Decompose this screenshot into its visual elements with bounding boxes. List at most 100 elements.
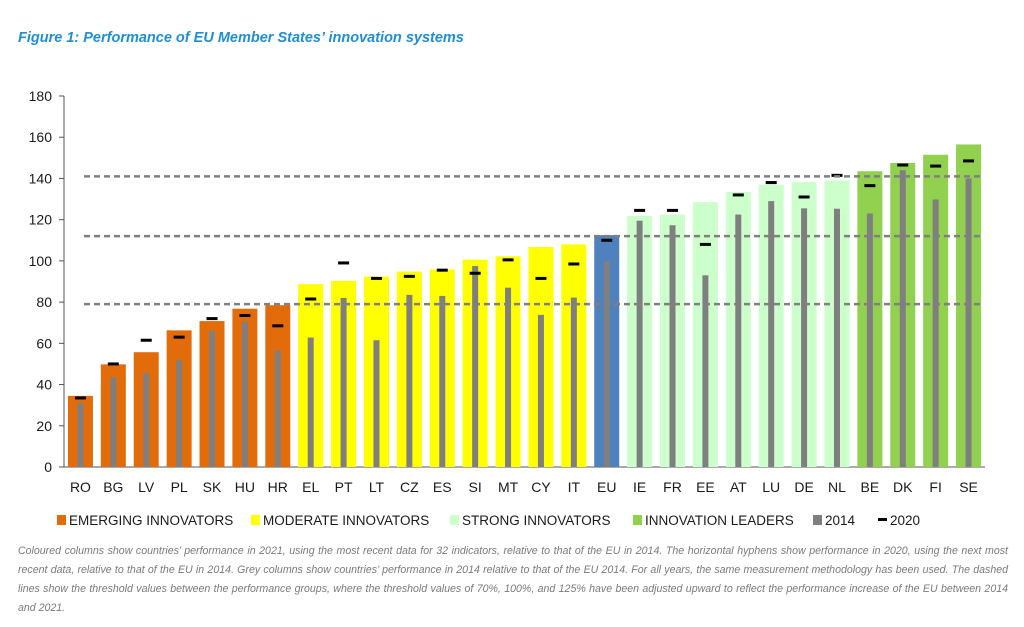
x-tick-label: IE bbox=[633, 479, 646, 495]
marker-2020-cz bbox=[403, 274, 415, 278]
marker-2020-it bbox=[568, 262, 580, 266]
x-tick-label: HR bbox=[268, 479, 288, 495]
y-tick-label: 80 bbox=[36, 294, 52, 310]
bar-2014-de bbox=[801, 208, 808, 467]
x-tick-label: LT bbox=[369, 479, 385, 495]
x-tick-label: LU bbox=[762, 479, 780, 495]
bar-2014-eu bbox=[603, 260, 610, 467]
chart-bars bbox=[67, 144, 982, 468]
marker-2020-eu bbox=[601, 238, 613, 242]
marker-2020-lv bbox=[140, 338, 152, 342]
x-tick-label: LV bbox=[138, 479, 155, 495]
bar-2014-es bbox=[439, 295, 446, 467]
y-tick-label: 160 bbox=[29, 129, 53, 145]
bar-2014-lv bbox=[143, 373, 150, 467]
x-tick-label: CZ bbox=[400, 479, 419, 495]
marker-2020-de bbox=[798, 195, 810, 199]
bar-2014-cz bbox=[406, 294, 413, 467]
legend-label-strong: STRONG INNOVATORS bbox=[462, 513, 611, 528]
legend-swatch-moderate bbox=[251, 515, 260, 525]
x-tick-label: HU bbox=[235, 479, 255, 495]
bar-2014-ie bbox=[636, 220, 643, 467]
x-tick-label: EL bbox=[302, 479, 319, 495]
x-tick-label: RO bbox=[70, 479, 91, 495]
marker-2020-pl bbox=[173, 335, 185, 339]
marker-2020-sk bbox=[206, 317, 218, 321]
legend-swatch-strong bbox=[450, 515, 459, 525]
innovation-bar-chart: 0 20 40 60 80 100 120 140 160 180 RO BG LV PL SK HU HR EL… bbox=[29, 88, 985, 528]
legend-swatch-grey bbox=[813, 515, 822, 525]
x-tick-label: EE bbox=[696, 479, 715, 495]
legend-label-grey: 2014 bbox=[825, 513, 856, 528]
legend-label-emerging: EMERGING INNOVATORS bbox=[69, 513, 233, 528]
legend-swatch-emerging bbox=[57, 515, 66, 525]
bar-2014-dk bbox=[899, 170, 906, 467]
legend-swatch-2020 bbox=[878, 518, 887, 521]
bar-2014-hr bbox=[274, 350, 281, 467]
marker-2020-si bbox=[469, 271, 481, 275]
marker-2020-ee bbox=[699, 242, 711, 246]
y-tick-label: 0 bbox=[44, 459, 52, 475]
bar-2014-be bbox=[866, 213, 873, 467]
x-tick-label: PT bbox=[335, 479, 353, 495]
x-tick-label: SE bbox=[959, 479, 978, 495]
bar-2014-hu bbox=[241, 321, 248, 467]
marker-2020-mt bbox=[502, 258, 514, 262]
legend-label-marker: 2020 bbox=[890, 513, 920, 528]
x-tick-label: MT bbox=[498, 479, 519, 495]
bar-2014-lt bbox=[373, 340, 380, 467]
bar-2014-lu bbox=[768, 201, 775, 467]
marker-2020-el bbox=[305, 297, 317, 301]
marker-2020-be bbox=[864, 184, 876, 188]
marker-2020-fr bbox=[667, 208, 679, 212]
x-tick-label: CY bbox=[531, 479, 551, 495]
marker-2020-at bbox=[732, 193, 744, 197]
bar-2014-pl bbox=[176, 359, 183, 467]
x-tick-label: AT bbox=[730, 479, 747, 495]
marker-2020-bg bbox=[107, 362, 119, 366]
bar-2014-pt bbox=[340, 297, 347, 467]
x-tick-label: IT bbox=[568, 479, 581, 495]
bar-2014-at bbox=[735, 214, 742, 467]
bar-2014-sk bbox=[209, 330, 216, 467]
marker-2020-se bbox=[963, 159, 975, 163]
bar-2014-ro bbox=[77, 403, 84, 467]
y-tick-label: 40 bbox=[36, 377, 52, 393]
figure-title: Figure 1: Performance of EU Member State… bbox=[18, 30, 464, 46]
marker-2020-lt bbox=[370, 276, 382, 280]
marker-2020-cy bbox=[535, 276, 547, 280]
chart-legend: EMERGING INNOVATORS MODERATE INNOVATORS ST… bbox=[57, 513, 920, 528]
y-tick-label: 180 bbox=[29, 88, 53, 104]
marker-2020-fi bbox=[930, 164, 942, 168]
figure-caption: Coloured columns show countries’ perform… bbox=[18, 545, 1008, 614]
bar-2014-mt bbox=[505, 287, 512, 467]
x-tick-label: ES bbox=[433, 479, 452, 495]
marker-2020-hu bbox=[239, 314, 251, 318]
x-tick-label: SK bbox=[203, 479, 222, 495]
x-tick-label: BG bbox=[103, 479, 123, 495]
marker-2020-ie bbox=[634, 208, 646, 212]
bar-2014-se bbox=[965, 178, 972, 467]
x-tick-label: BE bbox=[861, 479, 880, 495]
y-tick-label: 20 bbox=[36, 418, 52, 434]
x-tick-label: PL bbox=[171, 479, 188, 495]
legend-label-leaders: INNOVATION LEADERS bbox=[645, 513, 794, 528]
marker-2020-dk bbox=[897, 163, 909, 167]
marker-2020-hr bbox=[272, 324, 284, 328]
x-tick-label: FI bbox=[929, 479, 941, 495]
bar-2014-it bbox=[570, 297, 577, 467]
bar-2014-fr bbox=[669, 225, 676, 467]
x-tick-label: DK bbox=[893, 479, 913, 495]
marker-2020-pt bbox=[338, 261, 350, 265]
y-tick-label: 60 bbox=[36, 335, 52, 351]
bar-2014-ee bbox=[702, 275, 709, 467]
legend-label-moderate: MODERATE INNOVATORS bbox=[263, 513, 429, 528]
bar-2014-nl bbox=[833, 208, 840, 467]
marker-2020-es bbox=[436, 268, 448, 272]
bar-2014-fi bbox=[932, 199, 939, 467]
bar-2014-si bbox=[472, 266, 479, 467]
x-tick-label: EU bbox=[597, 479, 616, 495]
bar-2014-el bbox=[307, 337, 314, 467]
bar-2014-cy bbox=[537, 314, 544, 467]
x-tick-label: DE bbox=[794, 479, 813, 495]
